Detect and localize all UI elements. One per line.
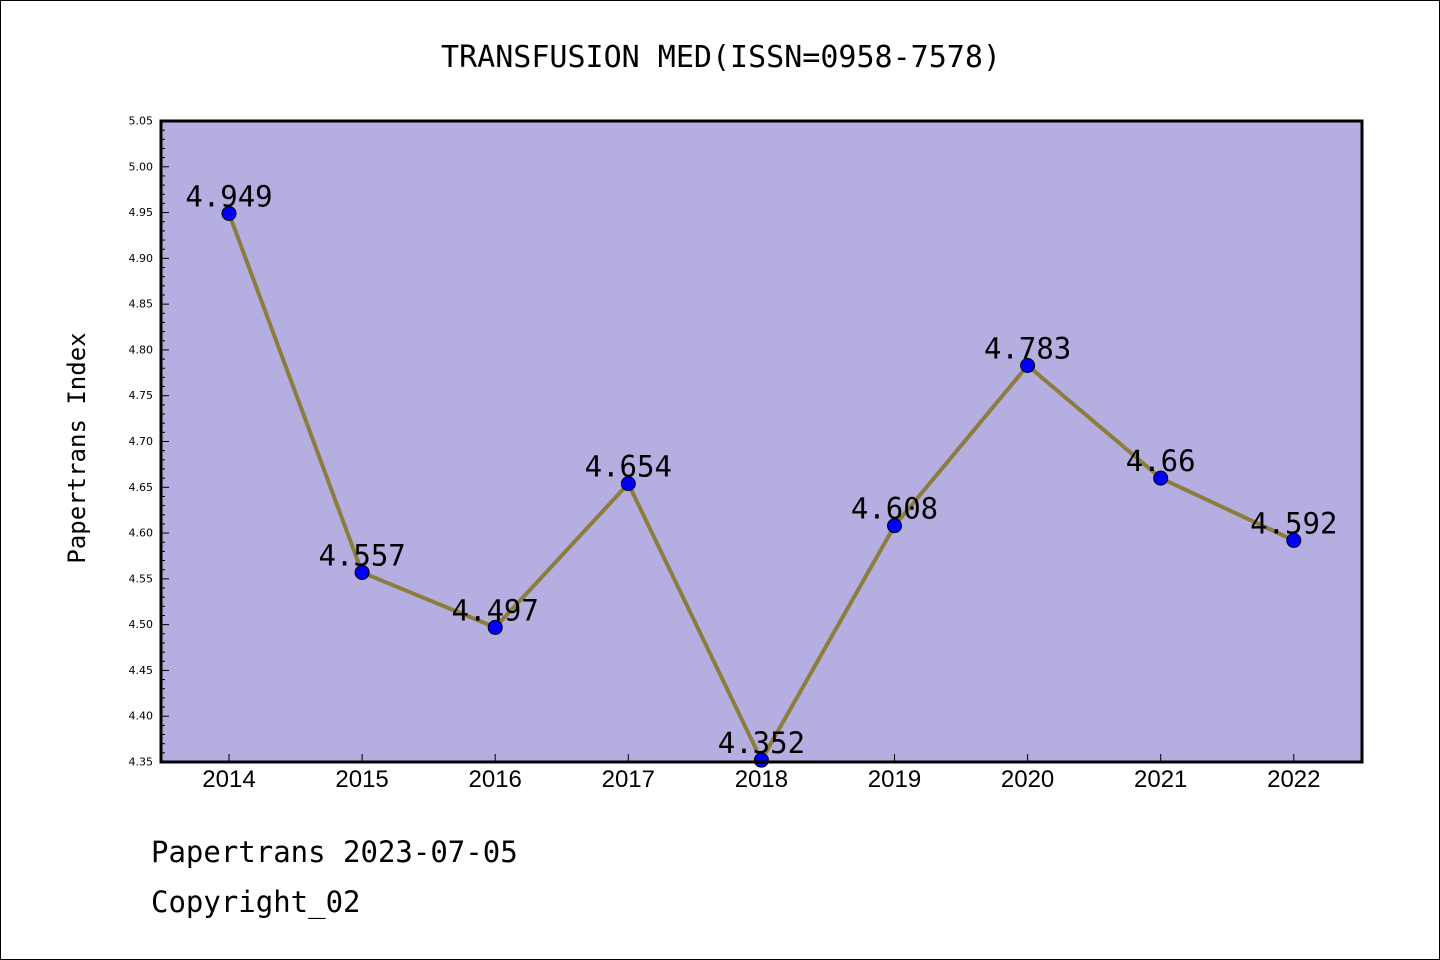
y-tick-label: 5.05 — [129, 115, 154, 128]
x-axis: 2014 2015 2016 2017 2018 2019 2020 2021 2022 — [202, 754, 1320, 793]
series-line: 4.949 4.557 4.497 4.654 4.352 4.608 4.783 4.66 4… — [185, 179, 1337, 768]
data-label: 4.783 — [984, 331, 1071, 365]
x-tick-label: 2014 — [202, 766, 255, 793]
y-tick-label: 4.45 — [129, 664, 154, 677]
data-point — [221, 205, 237, 221]
x-tick-label: 2022 — [1267, 766, 1320, 793]
x-tick-label: 2015 — [335, 766, 388, 793]
y-tick-label: 4.35 — [129, 756, 154, 769]
y-axis: 4.35 4.40 4.45 4.50 4.55 4.60 4.65 4.70 4.75 4.80… — [129, 115, 169, 769]
x-tick-label: 2016 — [469, 766, 522, 793]
data-point — [753, 752, 769, 768]
plot-area — [161, 121, 1362, 762]
y-tick-label: 5.00 — [129, 160, 154, 173]
y-tick-label: 4.90 — [129, 252, 154, 265]
y-tick-label: 4.75 — [129, 389, 154, 402]
x-tick-label: 2019 — [868, 766, 921, 793]
data-point — [887, 518, 902, 534]
chart-title: TRANSFUSION MED(ISSN=0958-7578) — [441, 40, 1001, 75]
x-tick-label: 2021 — [1134, 766, 1187, 793]
data-point — [354, 564, 370, 580]
data-label: 4.608 — [851, 492, 938, 526]
y-tick-label: 4.65 — [129, 481, 154, 494]
x-tick-label: 2017 — [602, 766, 655, 793]
data-point — [1020, 357, 1036, 373]
y-tick-label: 4.95 — [129, 206, 154, 219]
y-tick-label: 4.70 — [129, 435, 154, 448]
y-tick-label: 4.80 — [129, 343, 154, 356]
footer-date: Papertrans 2023-07-05 — [151, 835, 518, 869]
data-label: 4.592 — [1250, 506, 1337, 540]
data-point — [620, 476, 636, 492]
data-label: 4.949 — [185, 179, 272, 213]
y-axis-label: Papertrans Index — [63, 332, 91, 563]
data-point — [1286, 532, 1302, 548]
data-label: 4.497 — [452, 593, 539, 627]
y-tick-label: 4.85 — [129, 298, 154, 311]
y-tick-label: 4.50 — [129, 618, 154, 631]
x-tick-label: 2018 — [735, 766, 788, 793]
data-point — [1153, 470, 1169, 486]
x-tick-label: 2020 — [1001, 766, 1054, 793]
plot-border — [159, 119, 1364, 764]
data-label: 4.654 — [585, 450, 672, 484]
data-label: 4.557 — [318, 538, 405, 572]
y-tick-label: 4.40 — [129, 710, 154, 723]
data-point — [487, 619, 503, 635]
data-label: 4.66 — [1126, 444, 1196, 478]
data-label: 4.352 — [718, 726, 805, 760]
y-tick-label: 4.60 — [129, 527, 154, 540]
y-tick-label: 4.55 — [129, 572, 154, 585]
footer-copyright: Copyright_02 — [151, 885, 361, 919]
